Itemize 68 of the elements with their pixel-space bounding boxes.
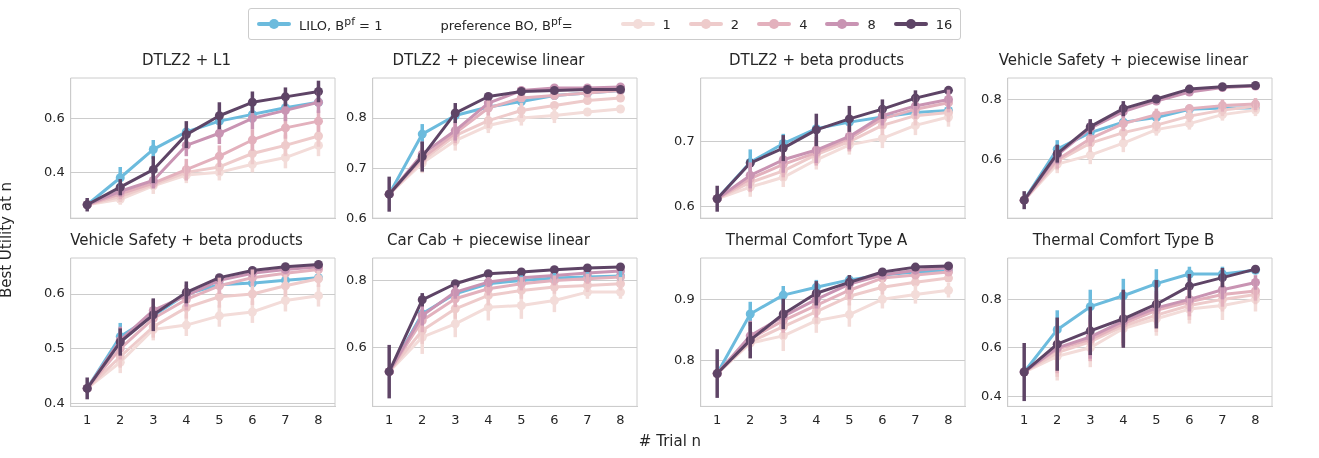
- chart-title: DTLZ2 + L1: [142, 50, 231, 69]
- x-tick-label: 1: [385, 411, 394, 427]
- legend-label: 8: [867, 16, 876, 32]
- chart-title: Car Cab + piecewise linear: [387, 230, 591, 249]
- chart-title: Vehicle Safety + piecewise linear: [998, 50, 1250, 69]
- x-tick-label: 7: [281, 411, 290, 427]
- y-tick-label: 0.6: [43, 109, 65, 125]
- x-tick-label: 5: [845, 411, 854, 427]
- x-tick-label: 6: [878, 411, 887, 427]
- x-tick-label: 7: [1218, 411, 1227, 427]
- x-tick-label: 2: [116, 411, 125, 427]
- x-tick-label: 4: [1119, 411, 1128, 427]
- y-tick-label: 0.5: [43, 339, 65, 355]
- legend-label: 1: [662, 16, 671, 32]
- y-tick-label: 0.8: [673, 351, 695, 367]
- x-tick-label: 8: [1251, 411, 1260, 427]
- x-tick-label: 5: [517, 411, 526, 427]
- y-tick-label: 0.8: [980, 290, 1002, 306]
- x-tick-label: 1: [1020, 411, 1029, 427]
- x-tick-label: 6: [1185, 411, 1194, 427]
- y-tick-label: 0.4: [980, 387, 1002, 403]
- y-tick-label: 0.6: [673, 197, 695, 213]
- x-tick-label: 4: [484, 411, 493, 427]
- legend-label: 2: [730, 16, 740, 32]
- x-tick-label: 7: [583, 411, 592, 427]
- x-tick-label: 8: [314, 411, 323, 427]
- x-tick-label: 6: [248, 411, 257, 427]
- x-tick-label: 3: [1086, 411, 1095, 427]
- y-tick-label: 0.4: [43, 394, 65, 410]
- legend-title: preference BO, B$^{pf}$=: [440, 14, 573, 34]
- y-tick-label: 0.7: [673, 132, 695, 148]
- x-tick-label: 2: [1053, 411, 1062, 427]
- x-tick-label: 8: [944, 411, 953, 427]
- y-tick-label: 0.7: [345, 159, 367, 175]
- y-tick-label: 0.6: [345, 209, 367, 225]
- legend-label: 16: [935, 16, 953, 32]
- x-tick-label: 4: [182, 411, 191, 427]
- y-tick-label: 0.6: [345, 338, 367, 354]
- x-tick-label: 7: [911, 411, 920, 427]
- x-tick-label: 2: [418, 411, 427, 427]
- x-tick-label: 5: [215, 411, 224, 427]
- y-tick-label: 0.8: [980, 90, 1002, 106]
- x-tick-label: 1: [713, 411, 722, 427]
- y-axis-title: Best Utility at n: [0, 181, 15, 299]
- legend-label: 4: [799, 16, 808, 32]
- chart-title: DTLZ2 + beta products: [728, 50, 905, 69]
- x-tick-label: 3: [451, 411, 460, 427]
- y-tick-label: 0.9: [673, 290, 695, 306]
- y-tick-label: 0.6: [43, 285, 65, 301]
- y-tick-label: 0.4: [43, 163, 65, 179]
- x-tick-label: 4: [812, 411, 821, 427]
- y-tick-label: 0.6: [980, 151, 1002, 167]
- y-tick-label: 0.8: [345, 109, 367, 125]
- x-tick-label: 6: [550, 411, 559, 427]
- x-tick-label: 3: [779, 411, 788, 427]
- chart-title: Thermal Comfort Type B: [1031, 230, 1215, 249]
- chart-title: Thermal Comfort Type A: [724, 230, 909, 249]
- x-tick-label: 8: [616, 411, 625, 427]
- chart-title: DTLZ2 + piecewise linear: [392, 50, 586, 69]
- x-tick-label: 5: [1152, 411, 1161, 427]
- y-tick-label: 0.8: [345, 271, 367, 287]
- x-tick-label: 2: [746, 411, 755, 427]
- y-tick-label: 0.6: [980, 339, 1002, 355]
- x-axis-title: # Trial n: [638, 432, 702, 450]
- legend-label: LILO, B$^{pf}$ = 1: [299, 14, 383, 34]
- x-tick-label: 3: [149, 411, 158, 427]
- x-tick-label: 1: [83, 411, 92, 427]
- chart-title: Vehicle Safety + beta products: [70, 230, 303, 249]
